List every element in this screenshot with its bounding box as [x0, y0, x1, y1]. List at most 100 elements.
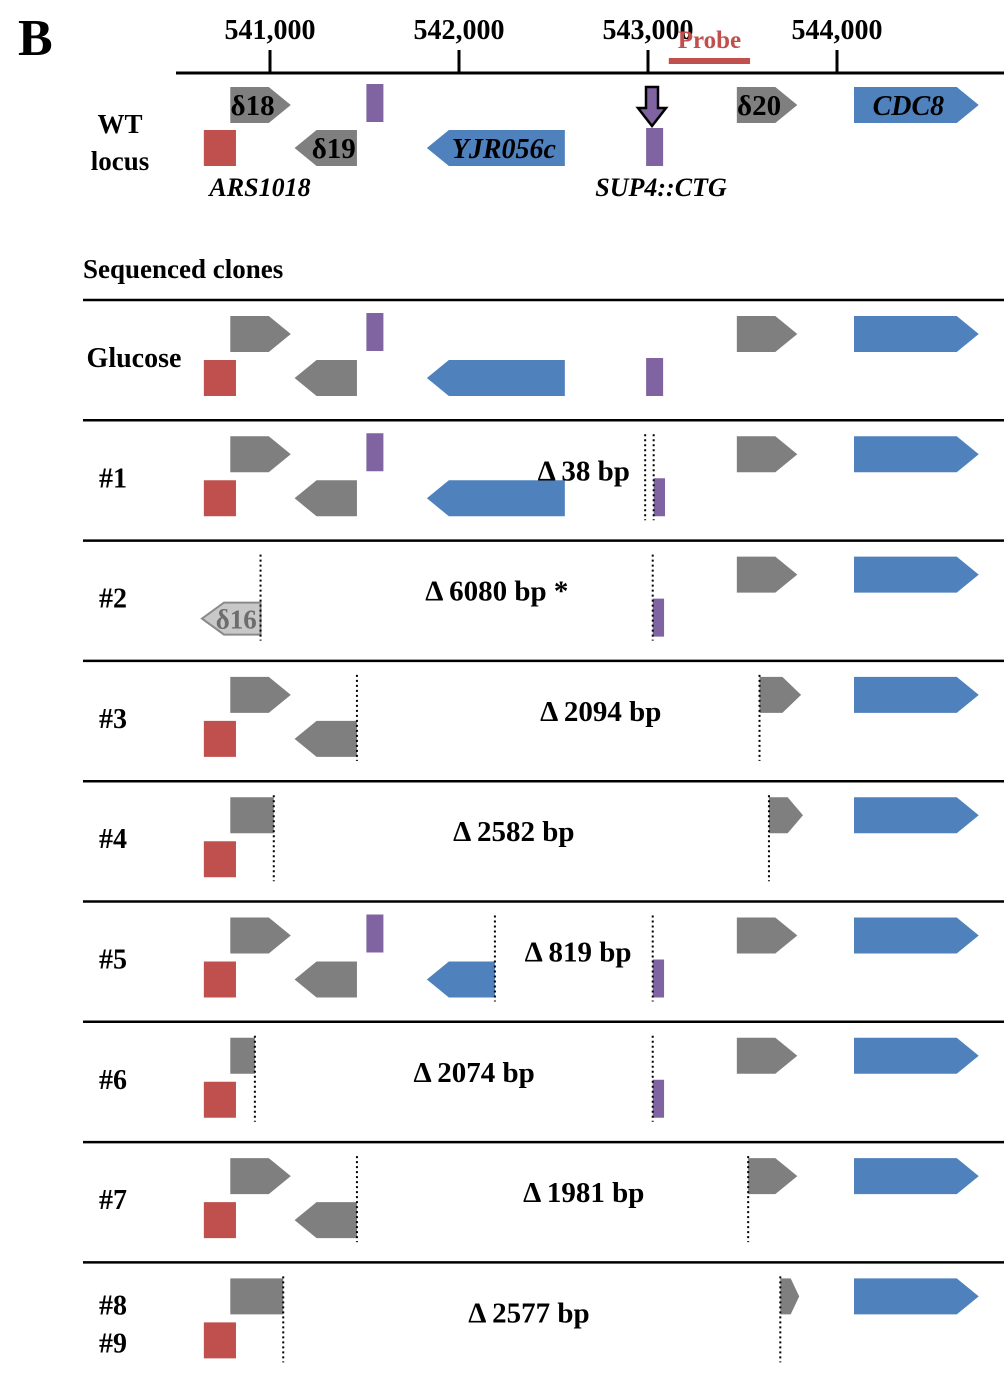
d18-feature — [230, 316, 291, 352]
cdc8-shape — [854, 87, 979, 123]
d19-shape — [294, 961, 357, 998]
d18-feature — [230, 917, 291, 954]
clone-label: #2 — [99, 584, 127, 615]
clone-row: #5 Δ 819 bp — [83, 900, 1004, 1002]
trna-left-feature — [366, 914, 384, 953]
cdc8-shape — [854, 316, 979, 352]
panel-letter: B — [18, 10, 53, 67]
d20-feature — [736, 1037, 798, 1074]
cdc8-feature — [854, 556, 979, 593]
cdc8-feature — [854, 676, 979, 713]
d20-shape — [736, 316, 798, 352]
coordinate-scale: 541,000 542,000 543,000 544,000 Probe — [176, 15, 1004, 75]
ars1018-shape — [203, 360, 236, 396]
clone-row: #2 δ16 Δ 6080 bp * — [83, 539, 1004, 641]
cdc8-label: CDC8 — [873, 91, 945, 122]
ars1018-shape — [203, 1322, 236, 1359]
clone-row: #4 Δ 2582 bp — [83, 779, 1004, 882]
d18-feature — [230, 676, 291, 713]
yjr056c-feature — [426, 961, 495, 998]
trna-left-feature — [366, 313, 384, 351]
yjr056c-shape — [426, 961, 495, 998]
ars1018-shape — [203, 841, 236, 878]
clone-label: #7 — [99, 1185, 127, 1216]
scale-tick-label: 544,000 — [792, 15, 883, 46]
cdc8-feature: CDC8 — [854, 87, 979, 123]
d18-shape — [230, 316, 291, 352]
d20-feature — [736, 436, 798, 473]
sup4-ctg-shape — [652, 959, 665, 998]
sup4-ctg-feature — [652, 1079, 665, 1118]
clone-label: #5 — [99, 945, 127, 976]
deletion-size-label: Δ 2577 bp — [468, 1297, 589, 1329]
d20-shape — [736, 1037, 798, 1074]
cdc8-feature — [854, 917, 979, 954]
ars1018-shape — [203, 480, 236, 517]
d19-shape — [294, 1202, 357, 1239]
d18-shape — [230, 87, 291, 123]
yjr056c-shape — [426, 360, 565, 396]
scale-tick-label: 541,000 — [225, 15, 316, 46]
d20-shape — [736, 87, 798, 123]
sup4-label: SUP4::CTG — [595, 173, 727, 202]
d18-shape — [230, 1278, 284, 1315]
d20-feature — [768, 797, 803, 834]
ars1018-label: ARS1018 — [207, 173, 310, 202]
trna-left-shape — [366, 914, 384, 953]
d18-feature: δ18 — [230, 87, 291, 123]
clone-row: Glucose — [83, 298, 1004, 396]
section-title: Sequenced clones — [83, 254, 283, 284]
cdc8-shape — [854, 1158, 979, 1195]
d20-feature — [748, 1158, 798, 1195]
scale-tick-label: 543,000 — [603, 15, 694, 46]
d20-feature — [736, 316, 798, 352]
d20-shape — [736, 917, 798, 954]
ars1018-feature — [203, 961, 236, 998]
sup4-ctg-feature — [646, 128, 664, 166]
sup4-ctg-shape — [652, 1079, 665, 1118]
clone-row: #1 Δ 38 bp — [83, 419, 1004, 521]
d19-shape — [294, 720, 357, 757]
d20-feature — [759, 676, 802, 713]
d20-feature — [736, 556, 798, 593]
scale-tick-label: 542,000 — [414, 15, 505, 46]
ars1018-shape — [203, 1081, 236, 1118]
ars1018-feature — [203, 720, 236, 757]
cdc8-feature — [854, 797, 979, 834]
d20-shape — [759, 676, 802, 713]
clone-label: #8 — [99, 1290, 127, 1321]
d19-feature — [294, 1202, 357, 1239]
sup4-ctg-feature — [652, 959, 665, 998]
wt-locus: WT locus δ18 δ19 YJR056c δ20 CDC8 ARS1018 SU… — [91, 84, 979, 202]
d18-feature — [230, 1037, 255, 1074]
d18-feature — [230, 436, 291, 473]
ars1018-feature — [203, 1202, 236, 1239]
insertion-arrow-icon — [635, 85, 669, 129]
deletion-size-label: Δ 38 bp — [538, 455, 630, 487]
d18-feature — [230, 797, 274, 834]
d19-feature — [294, 720, 357, 757]
cdc8-feature — [854, 1037, 979, 1074]
deletion-size-label: Δ 1981 bp — [523, 1177, 644, 1209]
d18-shape — [230, 917, 291, 954]
sup4-ctg-feature — [652, 598, 665, 637]
deletion-size-label: Δ 819 bp — [525, 937, 632, 969]
probe-label: Probe — [678, 27, 741, 54]
clone-label: #4 — [99, 824, 127, 855]
locus-label: locus — [91, 146, 150, 176]
clone-row: #8 #9 Δ 2577 bp — [83, 1261, 1004, 1363]
ars1018-feature — [203, 1081, 236, 1118]
yjr056c-label: YJR056c — [452, 134, 557, 165]
d18-shape — [230, 797, 274, 834]
cdc8-shape — [854, 676, 979, 713]
d16-ghost-feature: δ16 — [200, 601, 262, 636]
d20-shape — [768, 797, 803, 834]
yjr056c-feature: YJR056c — [426, 130, 565, 166]
clone-row: #3 Δ 2094 bp — [83, 659, 1004, 761]
d16-label: δ16 — [216, 605, 257, 635]
d18-shape — [230, 1158, 291, 1195]
ars1018-feature — [203, 130, 236, 166]
ars1018-shape — [203, 1202, 236, 1239]
deletion-size-label: Δ 6080 bp * — [425, 576, 568, 608]
ars1018-shape — [203, 130, 236, 166]
